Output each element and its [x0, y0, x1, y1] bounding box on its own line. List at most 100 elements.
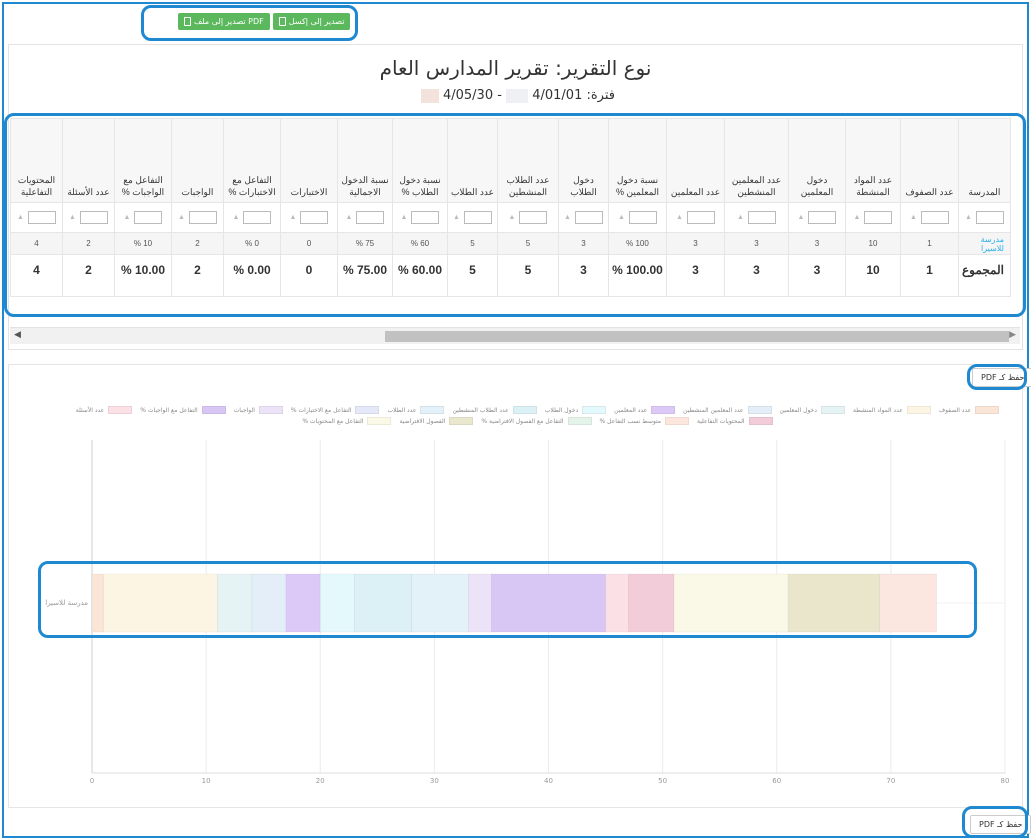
legend-swatch	[512, 406, 537, 414]
column-header[interactable]: نسبة دخول الطلاب %	[392, 118, 448, 203]
bar-segment[interactable]	[627, 573, 675, 633]
sort-icon[interactable]: ▲	[676, 213, 683, 221]
column-header[interactable]: الاختبارات	[280, 118, 338, 203]
legend-item[interactable]: عدد المعلمين المنشطين	[683, 406, 772, 414]
sort-icon[interactable]: ▲	[453, 213, 460, 221]
legend-item[interactable]: التفاعل مع الواجبات %	[140, 406, 226, 414]
filter-input[interactable]	[864, 210, 893, 224]
legend-item[interactable]: عدد الطلاب	[387, 406, 445, 414]
column-header[interactable]: دخول الطلاب	[558, 118, 609, 203]
save-page-pdf-button[interactable]: حفظ كـ PDF	[970, 815, 1031, 834]
filter-input[interactable]	[411, 210, 440, 224]
export-pdf-button[interactable]: تصدير إلى ملف PDF	[178, 13, 270, 30]
column-header[interactable]: التفاعل مع الاختبارات %	[223, 118, 281, 203]
sort-icon[interactable]: ▲	[69, 213, 76, 221]
legend-swatch	[747, 406, 772, 414]
column-header[interactable]: عدد الطلاب	[447, 118, 498, 203]
save-chart-pdf-button[interactable]: حفظ كـ PDF	[972, 368, 1031, 387]
sort-icon[interactable]: ▲	[345, 213, 353, 221]
sort-icon[interactable]: ▲	[910, 213, 917, 221]
filter-cell: ▲	[558, 202, 609, 233]
filter-input[interactable]	[519, 210, 548, 224]
legend-item[interactable]: دخول المعلمين	[780, 406, 845, 414]
legend-label: دخول الطلاب	[544, 406, 579, 414]
legend-item[interactable]: المحتويات التفاعلية	[697, 417, 773, 425]
column-header[interactable]: المدرسة	[958, 118, 1011, 203]
legend-item[interactable]: عدد الصفوف	[939, 406, 1000, 414]
total-cell: 3	[724, 254, 789, 297]
legend-item[interactable]: دخول الطلاب	[544, 406, 607, 414]
filter-input[interactable]	[463, 210, 492, 224]
filter-input[interactable]	[79, 210, 108, 224]
legend-item[interactable]: متوسط نسب التفاعل %	[600, 417, 689, 425]
sort-icon[interactable]: ▲	[965, 213, 972, 221]
legend-item[interactable]: التفاعل مع الاختبارات %	[291, 406, 380, 414]
filter-input[interactable]	[574, 210, 603, 224]
sort-icon[interactable]: ▲	[737, 213, 744, 221]
column-header[interactable]: دخول المعلمين	[788, 118, 846, 203]
legend-item[interactable]: التفاعل مع الفصول الافتراضية %	[481, 417, 592, 425]
column-header[interactable]: عدد الأسئلة	[62, 118, 115, 203]
column-header[interactable]: عدد المواد المنشطة	[845, 118, 901, 203]
total-cell: 5	[497, 254, 559, 297]
sort-icon[interactable]: ▲	[17, 213, 24, 221]
column-header[interactable]: نسبة الدخول الاجمالية	[337, 118, 393, 203]
filter-input[interactable]	[686, 210, 715, 224]
legend-item[interactable]: عدد الطلاب المنشطين	[452, 406, 537, 414]
column-header[interactable]: عدد المعلمين	[666, 118, 725, 203]
school-name-link[interactable]: مدرسة للاسيرا	[958, 232, 1011, 255]
table-horizontal-scrollbar[interactable]: ◀ ▶	[10, 327, 1020, 344]
sort-icon[interactable]: ▲	[853, 213, 861, 221]
sort-icon[interactable]: ▲	[400, 213, 408, 221]
legend-item[interactable]: الواجبات	[234, 406, 283, 414]
legend-item[interactable]: عدد المعلمين	[614, 406, 676, 414]
bar-segment[interactable]	[787, 573, 880, 633]
column-header[interactable]: التفاعل مع الواجبات %	[114, 118, 172, 203]
bar-segment[interactable]	[217, 573, 253, 633]
filter-input[interactable]	[356, 210, 385, 224]
bar-segment[interactable]	[411, 573, 470, 633]
legend-item[interactable]: الفصول الافتراضية	[399, 417, 474, 425]
column-header[interactable]: نسبة دخول المعلمين %	[608, 118, 667, 203]
bar-segment[interactable]	[878, 573, 938, 633]
filter-input[interactable]	[300, 210, 329, 224]
column-header[interactable]: عدد المعلمين المنشطين	[724, 118, 789, 203]
sort-icon[interactable]: ▲	[232, 213, 240, 221]
bar-segment[interactable]	[490, 573, 607, 633]
legend-item[interactable]: عدد المواد المنشطة	[853, 406, 931, 414]
filter-input[interactable]	[243, 210, 272, 224]
filter-input[interactable]	[188, 210, 217, 224]
bar-segment[interactable]	[102, 573, 219, 633]
scroll-right-arrow-icon[interactable]: ▶	[1009, 330, 1016, 340]
bar-segment[interactable]	[251, 573, 287, 633]
sort-icon[interactable]: ▲	[289, 213, 297, 221]
column-header[interactable]: الواجبات	[171, 118, 224, 203]
filter-input[interactable]	[628, 210, 657, 224]
scroll-left-arrow-icon[interactable]: ◀	[14, 330, 21, 340]
filter-input[interactable]	[975, 210, 1004, 224]
scrollbar-thumb[interactable]	[385, 331, 1009, 342]
column-header[interactable]: عدد الطلاب المنشطين	[497, 118, 559, 203]
export-excel-button[interactable]: تصدير إلى إكسل	[272, 13, 351, 30]
x-tick-label: 70	[886, 777, 895, 785]
total-cell: 60.00 %	[392, 254, 448, 297]
filter-input[interactable]	[134, 210, 163, 224]
sort-icon[interactable]: ▲	[797, 213, 805, 221]
filter-input[interactable]	[27, 210, 56, 224]
legend-item[interactable]: التفاعل مع المحتويات %	[302, 417, 392, 425]
filter-input[interactable]	[808, 210, 837, 224]
sort-icon[interactable]: ▲	[178, 213, 185, 221]
column-header[interactable]: المحتويات التفاعلية	[10, 118, 63, 203]
sort-icon[interactable]: ▲	[618, 213, 625, 221]
sort-icon[interactable]: ▲	[564, 213, 571, 221]
filter-input[interactable]	[747, 210, 776, 224]
report-table: المدرسة عدد الصفوف عدد المواد المنشطة دخول …	[10, 118, 1011, 297]
bar-segment[interactable]	[285, 573, 321, 633]
bar-segment[interactable]	[319, 573, 355, 633]
bar-segment[interactable]	[353, 573, 413, 633]
legend-item[interactable]: عدد الأسئلة	[76, 406, 133, 414]
column-header[interactable]: عدد الصفوف	[900, 118, 959, 203]
sort-icon[interactable]: ▲	[123, 213, 131, 221]
filter-input[interactable]	[920, 210, 949, 224]
sort-icon[interactable]: ▲	[508, 213, 516, 221]
